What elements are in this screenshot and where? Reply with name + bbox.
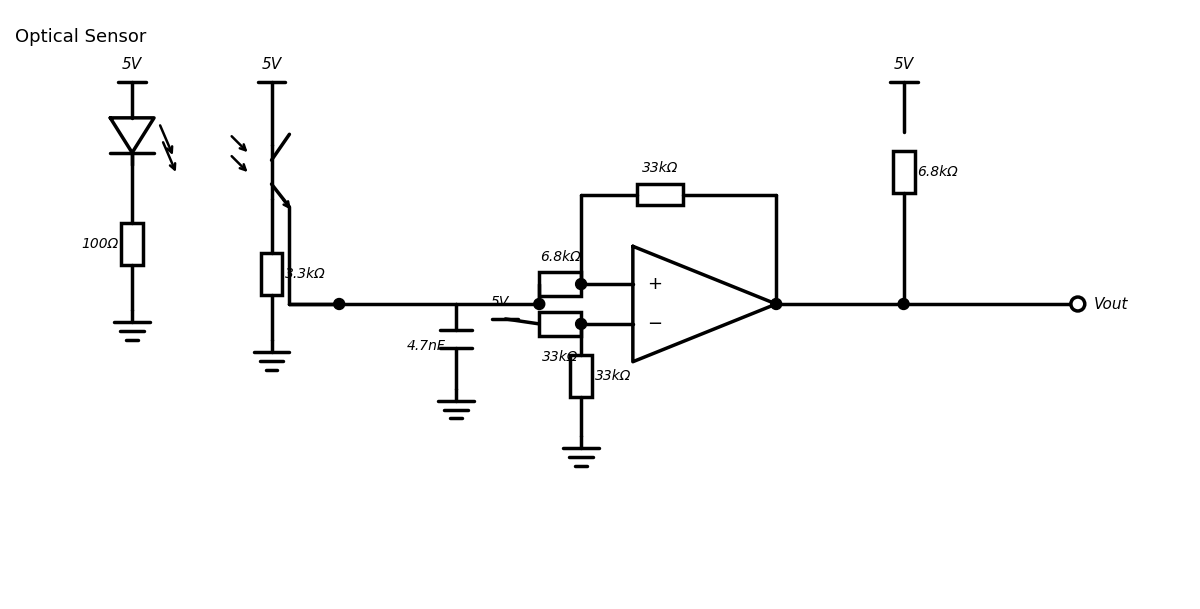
Text: 5V: 5V	[262, 57, 282, 72]
Circle shape	[898, 298, 910, 309]
Bar	[539, 272, 581, 296]
Circle shape	[576, 279, 587, 289]
Text: 33kΩ: 33kΩ	[595, 368, 631, 382]
Text: 5V: 5V	[122, 57, 143, 72]
Text: 6.8kΩ: 6.8kΩ	[540, 250, 581, 264]
Text: 5V: 5V	[491, 295, 509, 309]
Bar	[570, 355, 592, 396]
Bar	[121, 224, 143, 265]
Text: 3.3kΩ: 3.3kΩ	[286, 267, 326, 281]
Text: 33kΩ: 33kΩ	[642, 161, 678, 175]
Text: −: −	[647, 315, 662, 333]
Circle shape	[576, 319, 587, 329]
Text: 33kΩ: 33kΩ	[542, 350, 578, 364]
Bar	[539, 312, 581, 336]
Text: Optical Sensor: Optical Sensor	[14, 28, 146, 46]
Circle shape	[770, 298, 781, 309]
Bar	[637, 183, 683, 205]
Text: 6.8kΩ: 6.8kΩ	[918, 164, 959, 178]
Circle shape	[334, 298, 344, 309]
Bar	[893, 150, 914, 192]
Text: Vout: Vout	[1093, 297, 1128, 311]
Text: 4.7nF: 4.7nF	[407, 339, 445, 353]
Text: 5V: 5V	[894, 57, 913, 72]
Bar	[260, 253, 282, 295]
Circle shape	[534, 298, 545, 309]
Text: +: +	[647, 275, 661, 293]
Text: 100Ω: 100Ω	[80, 238, 119, 252]
